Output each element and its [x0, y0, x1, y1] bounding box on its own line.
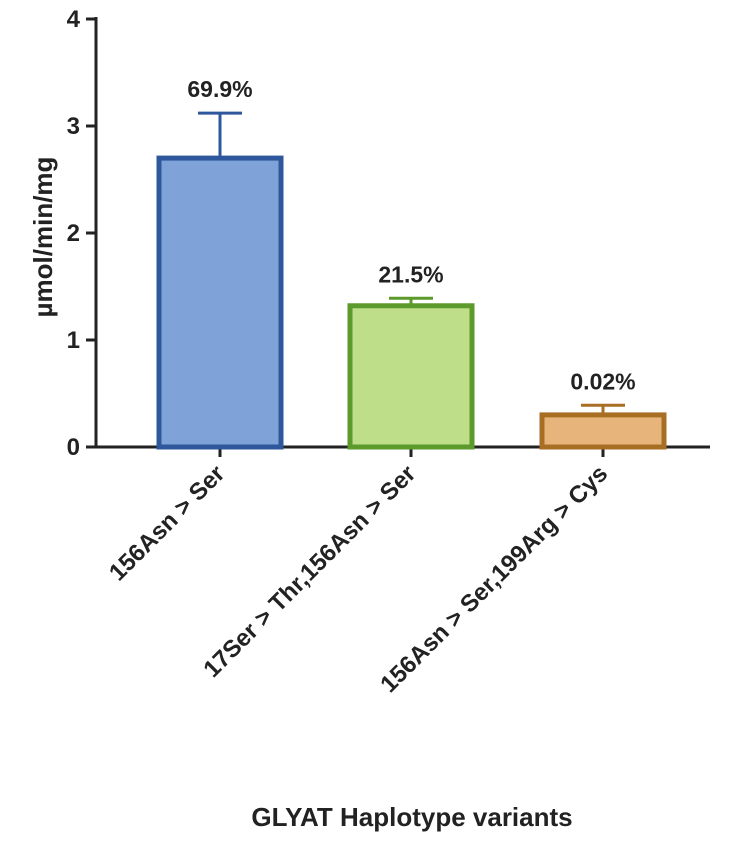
y-tick-label: 3	[67, 113, 80, 140]
y-tick-label: 1	[67, 327, 80, 354]
x-category-label: 156Asn > Ser,199Arg > Cys	[375, 460, 613, 698]
y-tick-label: 0	[67, 434, 80, 461]
data-label: 0.02%	[570, 368, 635, 394]
bar	[539, 412, 667, 450]
y-axis-title: µmol/min/mg	[28, 157, 58, 318]
bars	[156, 111, 667, 450]
x-category-label: 17Ser > Thr,156Asn > Ser	[198, 460, 421, 683]
bar	[347, 303, 475, 450]
y-tick-label: 4	[67, 6, 81, 33]
bar	[156, 155, 284, 450]
y-tick-label: 2	[67, 220, 80, 247]
x-axis-title: GLYAT Haplotype variants	[251, 802, 572, 832]
x-category-label: 156Asn > Ser	[104, 460, 230, 586]
data-label: 69.9%	[187, 76, 252, 102]
data-label: 21.5%	[378, 261, 443, 287]
